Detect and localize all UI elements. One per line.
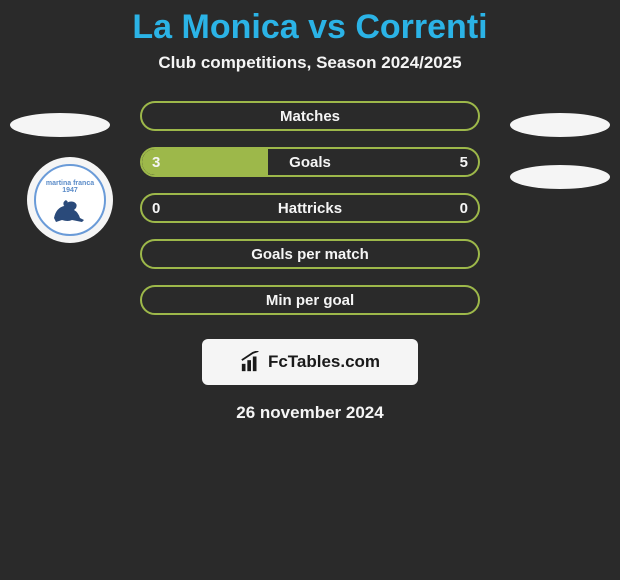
brand-box: FcTables.com xyxy=(202,339,418,385)
stat-bars: Matches 3 Goals 5 0 Hattricks 0 Goals pe… xyxy=(140,101,480,315)
bar-value-left: 0 xyxy=(152,200,160,217)
stat-bar-matches: Matches xyxy=(140,101,480,131)
club-logo: martina franca 1947 xyxy=(27,157,113,243)
bar-label: Goals per match xyxy=(251,246,369,263)
club-logo-inner: martina franca 1947 xyxy=(34,164,106,236)
subtitle: Club competitions, Season 2024/2025 xyxy=(0,53,620,73)
chart-icon xyxy=(240,351,262,373)
bar-value-right: 0 xyxy=(460,200,468,217)
bar-label: Min per goal xyxy=(266,292,354,309)
club-logo-name: martina franca xyxy=(46,180,94,187)
player-left-badge xyxy=(10,113,110,137)
bar-value-right: 5 xyxy=(460,154,468,171)
club-logo-year: 1947 xyxy=(62,187,78,194)
date-text: 26 november 2024 xyxy=(0,403,620,423)
comparison-area: martina franca 1947 Matches 3 Goals 5 0 … xyxy=(0,101,620,423)
brand-text: FcTables.com xyxy=(268,352,380,372)
stat-bar-hattricks: 0 Hattricks 0 xyxy=(140,193,480,223)
stat-bar-goals: 3 Goals 5 xyxy=(140,147,480,177)
horse-icon xyxy=(50,194,90,224)
bar-fill xyxy=(142,149,268,175)
stat-bar-goals-per-match: Goals per match xyxy=(140,239,480,269)
bar-label: Hattricks xyxy=(278,200,342,217)
bar-value-left: 3 xyxy=(152,154,160,171)
stat-bar-min-per-goal: Min per goal xyxy=(140,285,480,315)
player-right-badge-2 xyxy=(510,165,610,189)
bar-label: Goals xyxy=(289,154,331,171)
page-title: La Monica vs Correnti xyxy=(0,0,620,47)
club-logo-text: martina franca 1947 xyxy=(46,180,94,194)
bar-label: Matches xyxy=(280,108,340,125)
player-right-badge-1 xyxy=(510,113,610,137)
